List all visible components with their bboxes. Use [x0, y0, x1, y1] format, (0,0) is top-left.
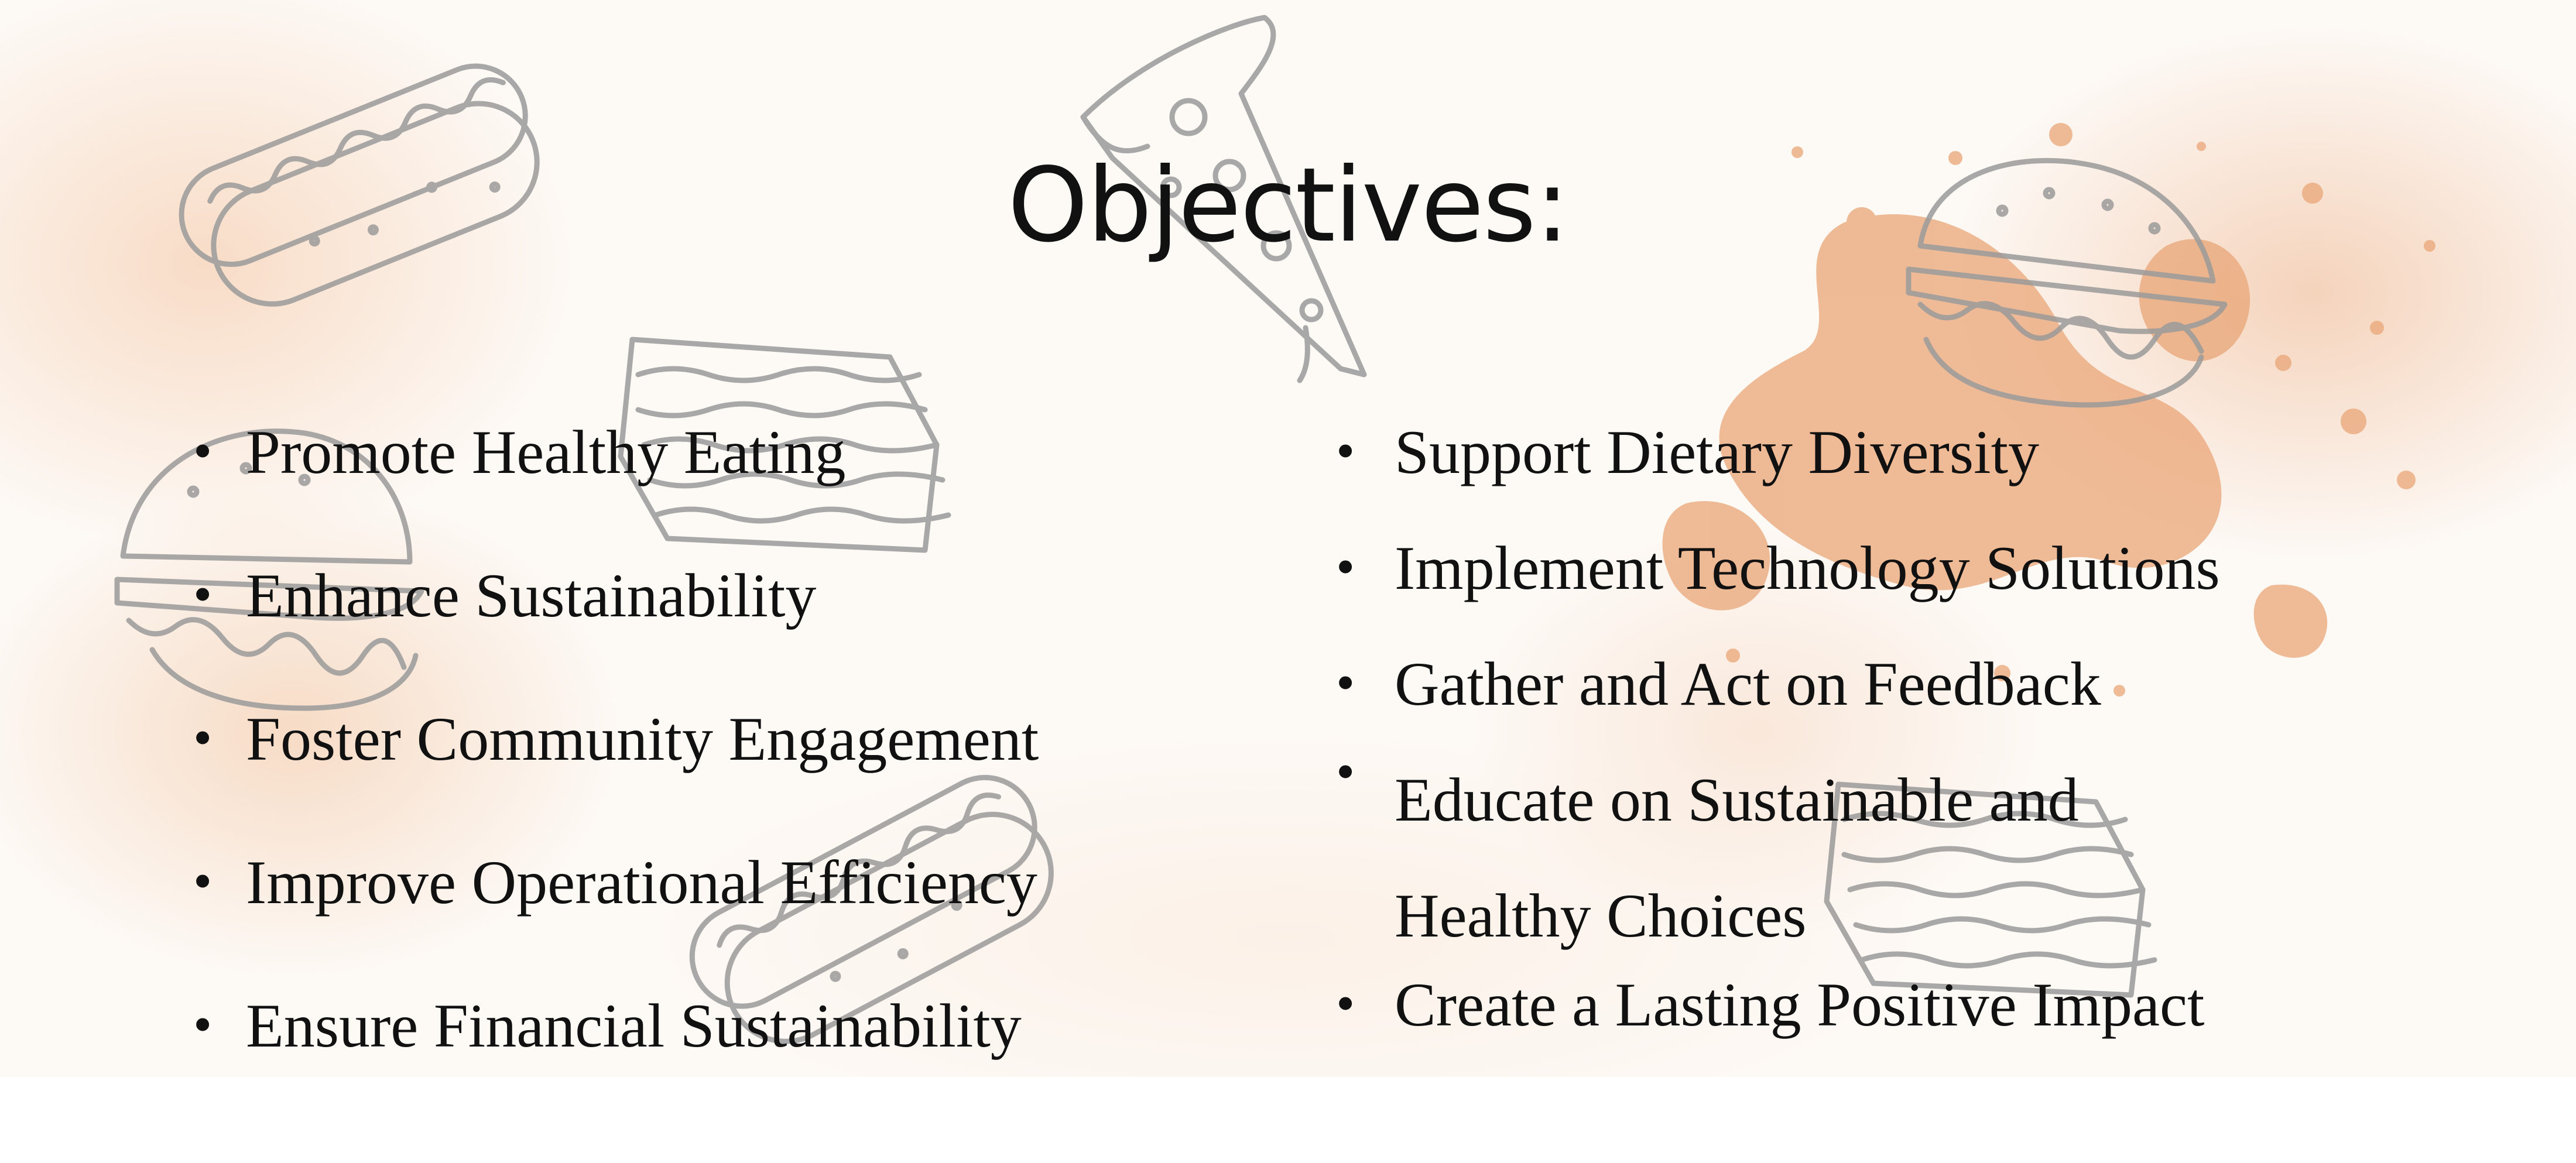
bullet-icon: •: [193, 564, 213, 624]
bullet-icon: •: [193, 421, 213, 481]
list-item: • Create a Lasting Positive Impact: [1336, 970, 2205, 1039]
burger-sketch-right: [1906, 157, 2228, 408]
bullet-icon: •: [193, 851, 213, 911]
lasagna-sketch-right: [1824, 781, 2157, 998]
watercolor-splatter: [1662, 123, 2435, 697]
bullet-icon: •: [1336, 537, 1355, 596]
objectives-list-right: • Support Dietary Diversity • Implement Te…: [1336, 418, 2390, 1090]
bullet-icon: •: [1336, 973, 1355, 1033]
bullet-icon: •: [1336, 742, 1355, 801]
pizza-slice-sketch: [1080, 15, 1367, 383]
hotdog-sketch-bottom: [689, 774, 1054, 1044]
slide-title: Objectives:: [1008, 146, 1570, 265]
list-item: • Gather and Act on Feedback: [1336, 650, 2101, 718]
list-item: • Improve Operational Efficiency: [193, 848, 1037, 917]
burger-sketch-left: [114, 428, 424, 711]
bullet-icon: •: [1336, 421, 1355, 481]
list-item: • Educate on Sustainable and Healthy Choi…: [1336, 742, 2079, 950]
list-item: • Ensure Financial Sustainability: [193, 992, 1022, 1060]
food-doodles: [114, 15, 2228, 1044]
list-item: • Promote Healthy Eating: [193, 418, 846, 486]
list-item: • Enhance Sustainability: [193, 561, 817, 630]
lasagna-sketch-left: [618, 337, 951, 553]
bullet-icon: •: [193, 994, 213, 1054]
list-item: • Support Dietary Diversity: [1336, 418, 2040, 486]
list-item: • Implement Technology Solutions: [1336, 534, 2220, 602]
list-item: • Foster Community Engagement: [193, 705, 1039, 773]
bullet-icon: •: [1336, 653, 1355, 712]
objectives-list-left: • Promote Healthy Eating • Enhance Sustain…: [193, 418, 1183, 1138]
bullet-icon: •: [193, 708, 213, 767]
hotdog-sketch-top: [179, 63, 540, 307]
